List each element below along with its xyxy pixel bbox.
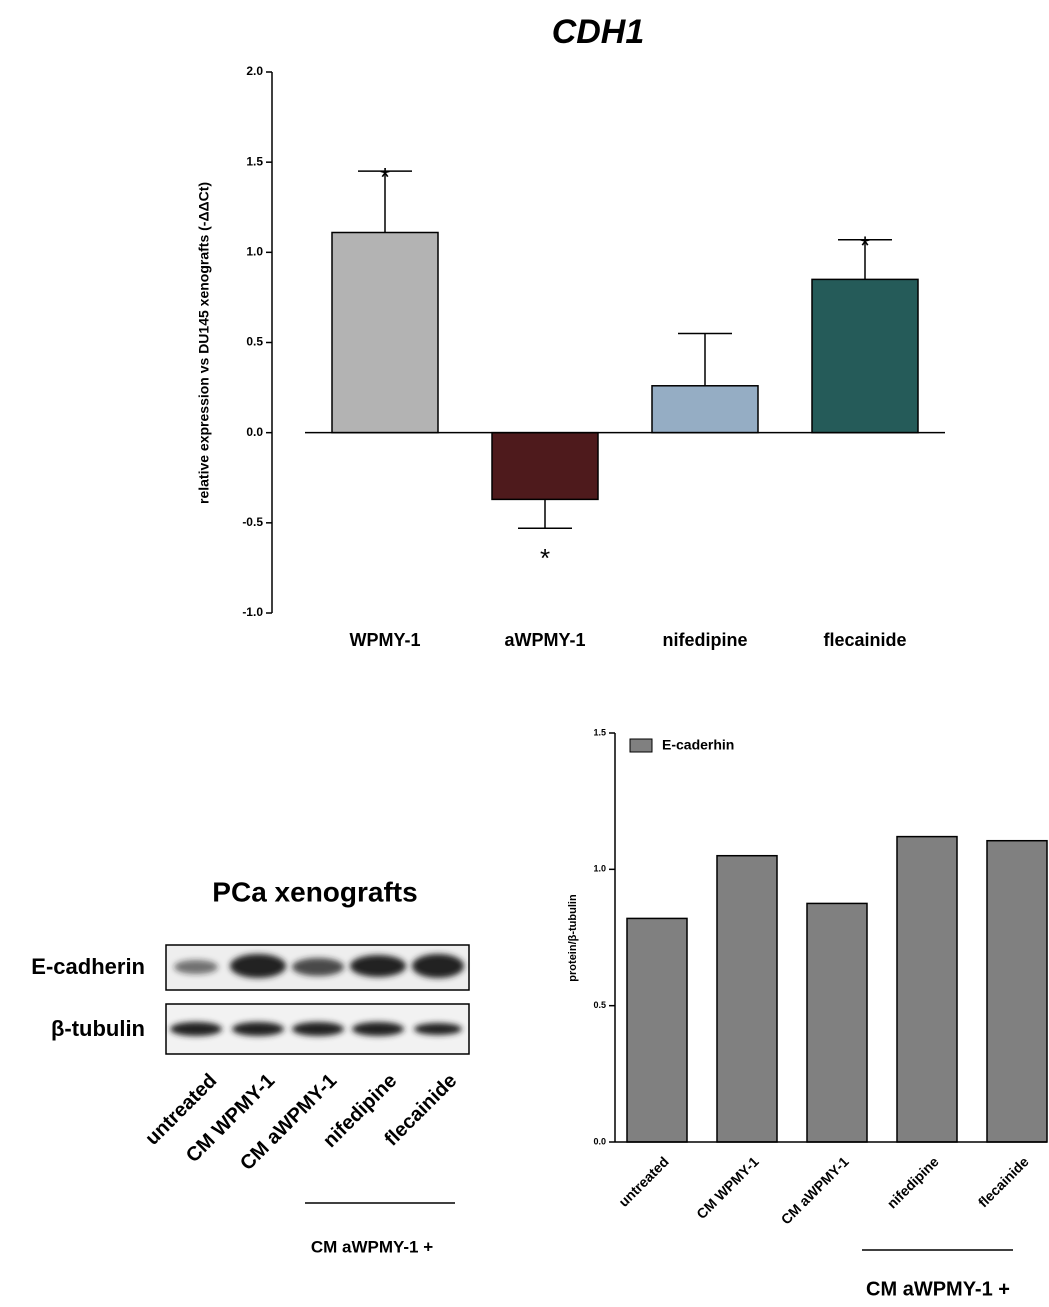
bar (651, 385, 759, 434)
legend-swatch (629, 738, 653, 753)
x-tick-label: aWPMY-1 (504, 630, 585, 650)
significance: * (540, 543, 550, 573)
blot-row-label: β-tubulin (51, 1016, 145, 1041)
bar (626, 917, 688, 1143)
x-tick-label: CM WPMY-1 (693, 1153, 762, 1222)
legend-label: E-caderhin (662, 737, 734, 753)
bar (331, 231, 439, 434)
y-axis-label: protein/β-tubulin (567, 894, 579, 982)
y-tick-label: -0.5 (242, 515, 263, 529)
error-bar (518, 499, 572, 529)
blot-title: PCa xenografts (212, 876, 417, 907)
x-tick-label: nifedipine (884, 1153, 942, 1211)
error-bar (838, 238, 892, 280)
y-tick-label: 2.0 (246, 64, 263, 78)
y-axis-label: relative expression vs DU145 xenografts … (196, 182, 212, 504)
bar (806, 902, 868, 1143)
y-tick-label: 0.5 (246, 335, 263, 349)
y-tick-label: 1.0 (593, 864, 606, 874)
y-tick-label: 0.0 (593, 1136, 606, 1146)
bar (986, 839, 1048, 1143)
y-tick-label: 1.0 (246, 245, 263, 259)
error-bar (678, 332, 732, 386)
chart-title: CDH1 (552, 13, 645, 51)
bands (170, 954, 464, 1036)
group-label: CM aWPMY-1 + (311, 1237, 433, 1256)
y-tick-label: -1.0 (242, 605, 263, 619)
x-tick-label: flecainide (975, 1153, 1032, 1210)
significance: * (380, 162, 390, 192)
x-tick-label: nifedipine (663, 630, 748, 650)
blot-panel: PCa xenografts E-cadherin β-tubulin untr… (31, 876, 470, 1256)
bar (896, 835, 958, 1143)
y-tick-label: 1.5 (593, 727, 606, 737)
error-bar (358, 170, 412, 233)
bar (811, 278, 919, 434)
y-tick-label: 1.5 (246, 154, 263, 168)
blot-row-label: E-cadherin (31, 954, 145, 979)
x-tick-label: flecainide (823, 630, 906, 650)
significance: * (860, 231, 870, 261)
y-tick-label: 0.0 (246, 425, 263, 439)
x-tick-label: untreated (615, 1153, 671, 1209)
y-tick-label: 0.5 (593, 1000, 606, 1010)
bar (491, 431, 599, 501)
x-tick-label: WPMY-1 (349, 630, 420, 650)
bar (716, 854, 778, 1143)
x-tick-label: CM aWPMY-1 (778, 1153, 852, 1227)
group-label: CM aWPMY-1 + (866, 1278, 1010, 1300)
